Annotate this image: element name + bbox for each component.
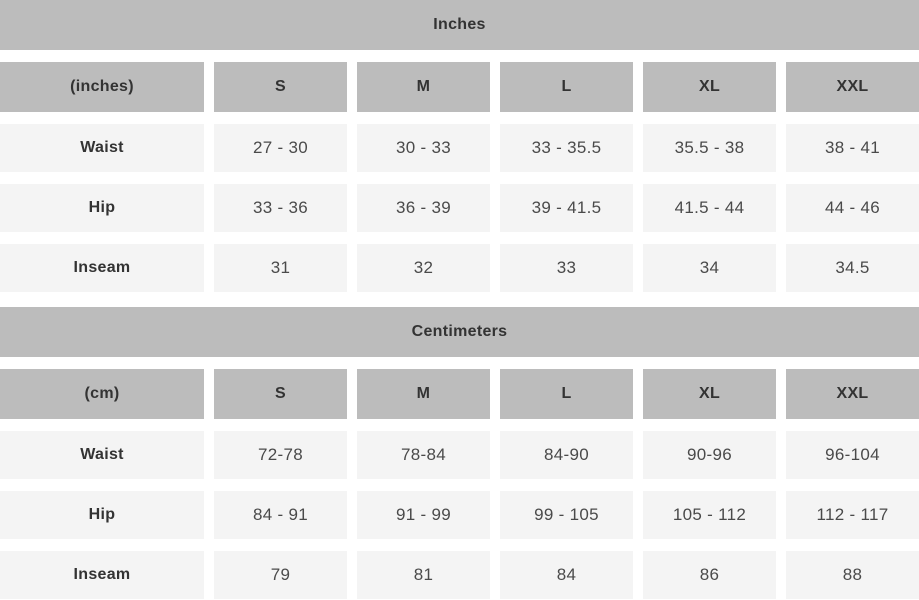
cm-size-header-xl: XL <box>643 369 776 419</box>
inches-inseam-s: 31 <box>214 244 347 292</box>
centimeters-table: (cm) S M L XL XXL Waist 72-78 78-84 84-9… <box>0 369 919 599</box>
inches-size-header-s: S <box>214 62 347 112</box>
inches-size-header-xxl: XXL <box>786 62 919 112</box>
cm-size-header-s: S <box>214 369 347 419</box>
inches-waist-s: 27 - 30 <box>214 124 347 172</box>
cm-hip-xxl: 112 - 117 <box>786 491 919 539</box>
inches-row-label-waist: Waist <box>0 124 204 172</box>
inches-waist-xxl: 38 - 41 <box>786 124 919 172</box>
inches-row-label-hip: Hip <box>0 184 204 232</box>
cm-waist-s: 72-78 <box>214 431 347 479</box>
inches-inseam-m: 32 <box>357 244 490 292</box>
cm-row-label-waist: Waist <box>0 431 204 479</box>
cm-waist-xxl: 96-104 <box>786 431 919 479</box>
cm-inseam-s: 79 <box>214 551 347 599</box>
cm-waist-xl: 90-96 <box>643 431 776 479</box>
cm-hip-xl: 105 - 112 <box>643 491 776 539</box>
inches-row-label-inseam: Inseam <box>0 244 204 292</box>
section-centimeters: Centimeters (cm) S M L XL XXL Waist 72-7… <box>0 307 919 599</box>
inches-hip-m: 36 - 39 <box>357 184 490 232</box>
cm-hip-l: 99 - 105 <box>500 491 633 539</box>
cm-waist-m: 78-84 <box>357 431 490 479</box>
cm-row-label-hip: Hip <box>0 491 204 539</box>
inches-size-header-m: M <box>357 62 490 112</box>
inches-waist-xl: 35.5 - 38 <box>643 124 776 172</box>
cm-inseam-xl: 86 <box>643 551 776 599</box>
cm-inseam-xxl: 88 <box>786 551 919 599</box>
inches-waist-l: 33 - 35.5 <box>500 124 633 172</box>
cm-row-label-inseam: Inseam <box>0 551 204 599</box>
inches-hip-l: 39 - 41.5 <box>500 184 633 232</box>
inches-inseam-xl: 34 <box>643 244 776 292</box>
cm-hip-s: 84 - 91 <box>214 491 347 539</box>
inches-inseam-l: 33 <box>500 244 633 292</box>
cm-inseam-m: 81 <box>357 551 490 599</box>
cm-waist-l: 84-90 <box>500 431 633 479</box>
cm-size-header-l: L <box>500 369 633 419</box>
inches-unit-header: (inches) <box>0 62 204 112</box>
inches-inseam-xxl: 34.5 <box>786 244 919 292</box>
inches-size-header-xl: XL <box>643 62 776 112</box>
cm-inseam-l: 84 <box>500 551 633 599</box>
inches-hip-xl: 41.5 - 44 <box>643 184 776 232</box>
inches-hip-xxl: 44 - 46 <box>786 184 919 232</box>
cm-size-header-m: M <box>357 369 490 419</box>
cm-unit-header: (cm) <box>0 369 204 419</box>
inches-size-header-l: L <box>500 62 633 112</box>
inches-table: (inches) S M L XL XXL Waist 27 - 30 30 -… <box>0 62 919 292</box>
cm-size-header-xxl: XXL <box>786 369 919 419</box>
inches-waist-m: 30 - 33 <box>357 124 490 172</box>
section-title-inches: Inches <box>0 0 919 50</box>
inches-hip-s: 33 - 36 <box>214 184 347 232</box>
section-title-centimeters: Centimeters <box>0 307 919 357</box>
section-inches: Inches (inches) S M L XL XXL Waist 27 - … <box>0 0 919 292</box>
cm-hip-m: 91 - 99 <box>357 491 490 539</box>
